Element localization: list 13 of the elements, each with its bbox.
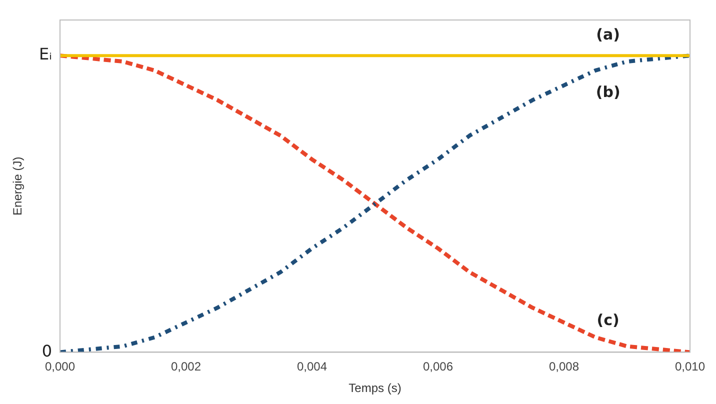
- x-tick-label: 0,002: [170, 360, 202, 374]
- x-tick-label: 0,010: [674, 360, 706, 374]
- x-tick-label: 0,008: [548, 360, 580, 374]
- x-tick-label: 0,000: [44, 360, 76, 374]
- x-tick-label: 0,004: [296, 360, 328, 374]
- series-label: (b): [596, 82, 620, 101]
- x-tick-label: 0,006: [422, 360, 454, 374]
- series-label: (c): [596, 310, 620, 329]
- x-axis-title: Temps (s): [348, 381, 402, 396]
- y-axis-title: Energie (J): [10, 156, 24, 216]
- series-label: (a): [596, 25, 620, 44]
- text: 0: [42, 341, 52, 360]
- text: Eᵢ: [39, 44, 52, 64]
